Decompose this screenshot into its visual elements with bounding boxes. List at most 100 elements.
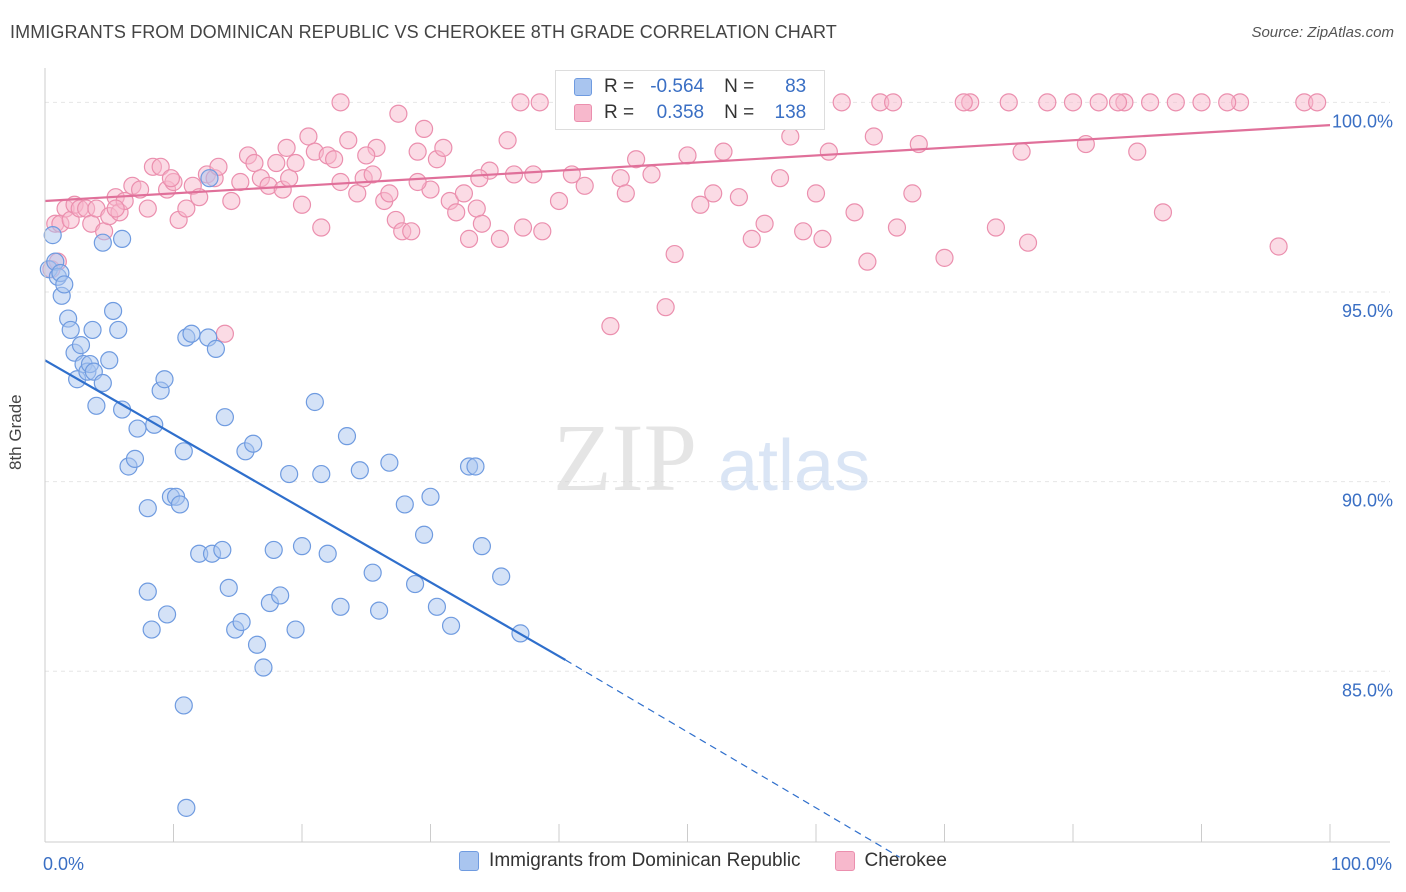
point-cherokee <box>1166 93 1185 112</box>
point-cherokee <box>524 165 543 184</box>
point-dominican <box>441 616 461 635</box>
point-dominican <box>155 370 174 389</box>
point-dominican <box>318 544 337 563</box>
point-cherokee <box>903 184 922 203</box>
legend-item-dominican[interactable]: Immigrants from Dominican Republic <box>459 850 801 872</box>
point-dominican <box>492 567 511 586</box>
point-cherokee <box>434 138 453 157</box>
point-cherokee <box>177 199 196 218</box>
point-cherokee <box>292 195 312 214</box>
point-dominican <box>170 495 190 514</box>
point-cherokee <box>530 93 549 112</box>
legend-label: Cherokee <box>864 850 947 871</box>
point-cherokee <box>729 188 749 207</box>
point-cherokee <box>498 131 517 150</box>
point-dominican <box>128 419 147 438</box>
point-cherokee <box>1063 93 1083 112</box>
point-cherokee <box>408 172 427 192</box>
point-cherokee <box>533 222 552 241</box>
point-dominican <box>182 324 201 343</box>
point-cherokee <box>665 244 684 264</box>
point-dominican <box>286 620 305 639</box>
point-dominican <box>55 275 74 294</box>
point-cherokee <box>511 93 530 112</box>
legend-label: Immigrants from Dominican Republic <box>489 850 801 871</box>
point-cherokee <box>714 142 733 161</box>
stats-r-value: 0.358 <box>656 102 705 123</box>
point-dominican <box>93 233 112 252</box>
y-tick-label: 90.0% <box>1342 491 1393 511</box>
point-dominican <box>414 525 434 544</box>
point-cherokee <box>339 131 358 150</box>
point-dominican <box>271 586 290 605</box>
point-cherokee <box>222 191 241 211</box>
stats-r-label: R = <box>604 102 635 123</box>
point-cherokee <box>357 146 376 165</box>
point-dominican <box>380 453 399 472</box>
point-cherokee <box>286 153 305 173</box>
point-dominican <box>104 301 123 321</box>
point-cherokee <box>549 191 569 211</box>
point-dominican <box>157 605 177 624</box>
point-dominican <box>331 597 350 616</box>
stats-swatch-blue <box>574 78 592 96</box>
point-cherokee <box>755 214 774 233</box>
stats-box: R = -0.564 N = 83 R = 0.358 N = 138 <box>555 70 825 130</box>
point-cherokee <box>611 169 630 188</box>
point-cherokee <box>813 229 832 248</box>
point-cherokee <box>1108 93 1128 112</box>
point-dominican <box>200 169 219 188</box>
point-cherokee <box>459 229 479 248</box>
point-cherokee <box>380 184 399 203</box>
point-cherokee <box>954 93 973 112</box>
point-cherokee <box>408 142 427 161</box>
trend-line-dominican <box>44 359 566 661</box>
point-cherokee <box>267 153 286 173</box>
point-dominican <box>71 336 91 355</box>
chart-title: IMMIGRANTS FROM DOMINICAN REPUBLIC VS CH… <box>10 22 837 42</box>
point-cherokee <box>887 218 907 237</box>
point-dominican <box>421 487 440 506</box>
trend-line-cherokee <box>44 124 1331 203</box>
point-cherokee <box>215 324 234 343</box>
point-dominican <box>61 320 80 340</box>
point-cherokee <box>601 317 620 336</box>
point-cherokee <box>1269 237 1288 256</box>
point-dominican <box>93 373 112 393</box>
point-cherokee <box>1218 93 1237 112</box>
point-cherokee <box>470 169 489 188</box>
point-cherokee <box>277 138 296 157</box>
point-cherokee <box>245 153 264 173</box>
point-cherokee <box>883 93 903 112</box>
point-cherokee <box>1140 93 1160 112</box>
point-cherokee <box>454 184 474 203</box>
point-dominican <box>109 320 128 340</box>
point-cherokee <box>742 229 761 248</box>
point-dominican <box>43 226 62 245</box>
point-dominican <box>350 461 369 480</box>
point-cherokee <box>106 199 125 218</box>
stats-row-dominican: R = -0.564 N = 83 <box>574 74 806 100</box>
point-cherokee <box>414 119 434 138</box>
point-dominican <box>138 582 157 601</box>
point-cherokee <box>794 222 813 241</box>
point-cherokee <box>1308 93 1327 112</box>
point-dominican <box>138 499 157 518</box>
stats-r-value: -0.564 <box>650 76 705 97</box>
point-cherokee <box>770 169 790 188</box>
point-dominican <box>142 620 161 639</box>
point-cherokee <box>447 203 466 222</box>
point-cherokee <box>513 218 533 237</box>
legend-item-cherokee[interactable]: Cherokee <box>834 850 947 872</box>
x-tick-label: 0.0% <box>43 854 84 874</box>
point-cherokee <box>280 169 299 188</box>
point-cherokee <box>331 172 350 192</box>
legend: Immigrants from Dominican Republic Chero… <box>0 850 1406 872</box>
point-cherokee <box>389 104 408 123</box>
point-cherokee <box>704 184 723 203</box>
point-dominican <box>206 339 226 358</box>
watermark-zip: ZIP <box>553 404 697 511</box>
point-dominican <box>244 434 263 453</box>
point-cherokee <box>490 229 509 248</box>
